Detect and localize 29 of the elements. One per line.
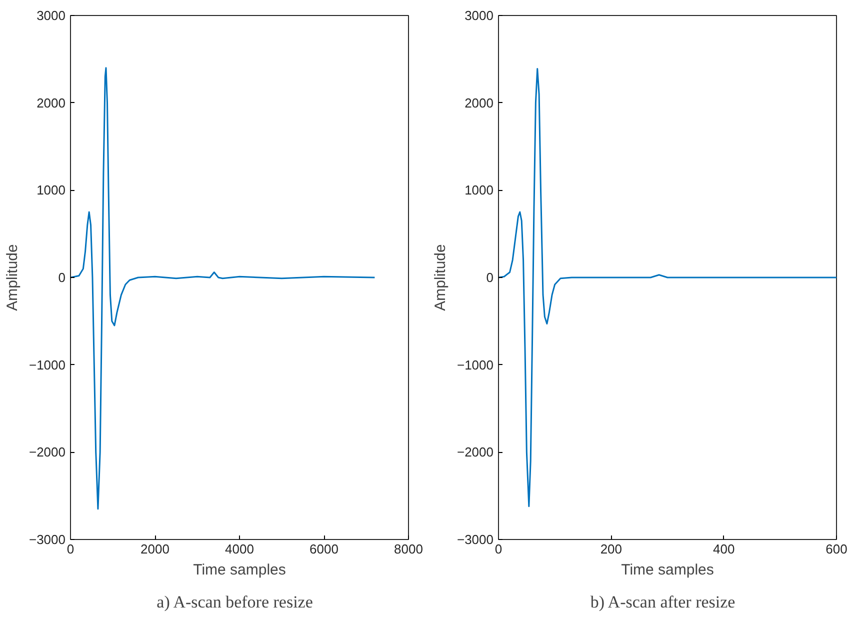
x-tick-label: 200 [600,542,622,556]
text: b) A-scan after resize [590,592,736,612]
x-axis-title: Time samples [193,562,286,578]
y-tick-label: −2000 [456,444,494,460]
y-tick-label: 2000 [36,95,66,110]
x-axis-title: Time samples [621,562,714,578]
y-tick-label: 2000 [464,95,494,110]
y-tick-label: 3000 [36,8,66,23]
x-tick-label: 2000 [140,542,170,556]
y-tick-label: 1000 [36,182,66,198]
x-tick-label: 8000 [394,542,423,556]
line-series [498,68,836,508]
x-tick-label: 600 [826,542,848,556]
y-axis-title: Amplitude [4,244,21,311]
y-tick-label: 0 [58,270,66,285]
y-tick-label: 0 [486,270,494,285]
y-axis-title: Amplitude [432,244,449,311]
y-tick-label: −3000 [28,532,66,547]
x-tick-label: 6000 [310,542,338,556]
x-tick-label: 400 [712,542,735,556]
y-tick-label: 1000 [464,182,494,198]
x-tick-label: 4000 [225,542,254,556]
y-tick-label: −2000 [28,444,66,460]
line-series [70,67,376,510]
y-tick-label: −3000 [456,532,494,547]
y-tick-label: −1000 [456,357,494,372]
text: a) A-scan before resize [156,592,313,612]
y-tick-label: −1000 [28,357,66,372]
y-tick-label: 3000 [464,8,494,23]
